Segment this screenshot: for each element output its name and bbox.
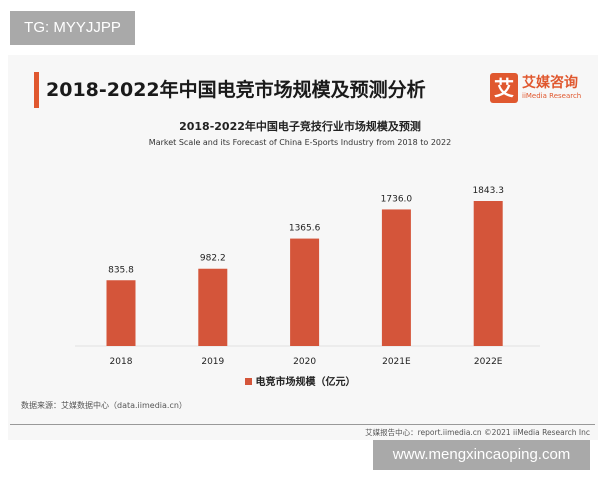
page-title: 2018-2022年中国电竞市场规模及预测分析	[46, 79, 426, 101]
bar	[198, 268, 228, 346]
data-label: 1736.0	[381, 194, 413, 204]
x-tick-label: 2019	[201, 357, 224, 367]
bar	[473, 201, 503, 346]
x-tick-label: 2020	[293, 357, 316, 367]
legend-swatch	[244, 378, 252, 385]
logo-name-cn: 艾媒咨询	[522, 75, 578, 91]
logo-name-en: iiMedia Research	[522, 92, 582, 100]
x-tick-label: 2021E	[382, 357, 411, 367]
footer-credit: 艾媒报告中心：report.iimedia.cn ©2021 iiMedia R…	[365, 428, 590, 437]
data-label: 982.2	[200, 254, 226, 264]
bar	[381, 209, 411, 346]
footer-divider	[10, 424, 595, 425]
bar	[106, 280, 136, 346]
chart-title: 2018-2022年中国电子竞技行业市场规模及预测	[179, 120, 421, 133]
watermark-top: TG: MYYJJPP	[10, 11, 135, 45]
data-label: 835.8	[108, 265, 134, 275]
data-label: 1365.6	[289, 224, 321, 234]
data-source: 数据来源：艾媒数据中心（data.iimedia.cn）	[21, 401, 187, 410]
x-tick-label: 2018	[110, 357, 133, 367]
logo-icon: 艾	[490, 73, 518, 103]
legend: 电竞市场规模（亿元）	[0, 373, 600, 388]
chart-subtitle: Market Scale and its Forecast of China E…	[148, 138, 452, 147]
bar	[290, 238, 320, 346]
x-tick-label: 2022E	[474, 357, 503, 367]
data-label: 1843.3	[472, 186, 504, 196]
legend-label: 电竞市场规模（亿元）	[255, 377, 356, 388]
watermark-bottom: www.mengxincaoping.com	[373, 440, 590, 470]
title-accent-bar	[34, 72, 39, 108]
